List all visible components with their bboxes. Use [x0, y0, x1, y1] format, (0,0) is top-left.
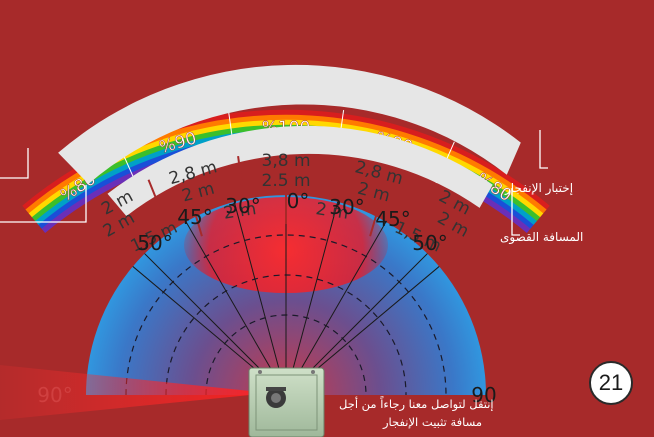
side-beam: [0, 365, 270, 420]
angle-left-45: 45°: [177, 205, 212, 229]
band-divider: [369, 206, 380, 237]
band-dividers: [147, 156, 425, 237]
label-test-blast: إختبار الإنفجار: [505, 181, 574, 195]
band-divider: [237, 156, 245, 195]
fan-ray: [285, 201, 339, 396]
angle-0: 0°: [287, 189, 310, 213]
angle-left-30: 30°: [225, 194, 260, 218]
band-label: 3,8 m: [262, 151, 311, 171]
fan-ray: [185, 221, 287, 396]
band-divider: [147, 179, 165, 217]
label-contact-line1: إنتقل لتواصل معنا رجاءاً من أجل: [339, 397, 494, 411]
fan-ray: [233, 201, 287, 396]
angle-right-45: 45°: [375, 207, 410, 231]
label-contact-line2: مسافة تثبيت الإنفجار: [383, 415, 483, 429]
band-label: 2.5 m: [262, 171, 311, 191]
device-photo-icon: [248, 367, 325, 437]
fan-ray: [285, 221, 387, 396]
angle-right-30: 30°: [329, 195, 364, 219]
angle-left-50: 50°: [137, 231, 172, 255]
angle-labels: 0° 30° 30° 45° 45° 50° 50° 90° 90: [37, 189, 496, 407]
band-label: 2 m: [314, 199, 349, 224]
angle-left-90: 90°: [37, 383, 72, 407]
band-outer: [58, 64, 521, 184]
right-callouts: [511, 130, 548, 236]
angle-right-50: 50°: [412, 231, 447, 255]
band-label: 2 m: [222, 199, 257, 224]
band-inner: [107, 125, 493, 217]
band-divider: [192, 206, 203, 237]
page-number-badge: 21: [589, 361, 633, 405]
band-divider: [407, 179, 425, 217]
left-bracket: [0, 148, 87, 223]
label-max-distance: المسافة القصوى: [500, 230, 584, 244]
band-divider: [327, 156, 335, 195]
angle-right-90: 90: [471, 383, 496, 407]
